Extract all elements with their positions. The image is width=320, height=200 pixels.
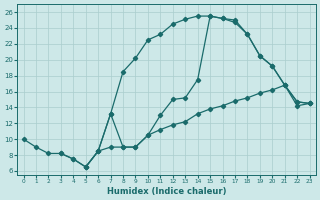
- X-axis label: Humidex (Indice chaleur): Humidex (Indice chaleur): [107, 187, 226, 196]
